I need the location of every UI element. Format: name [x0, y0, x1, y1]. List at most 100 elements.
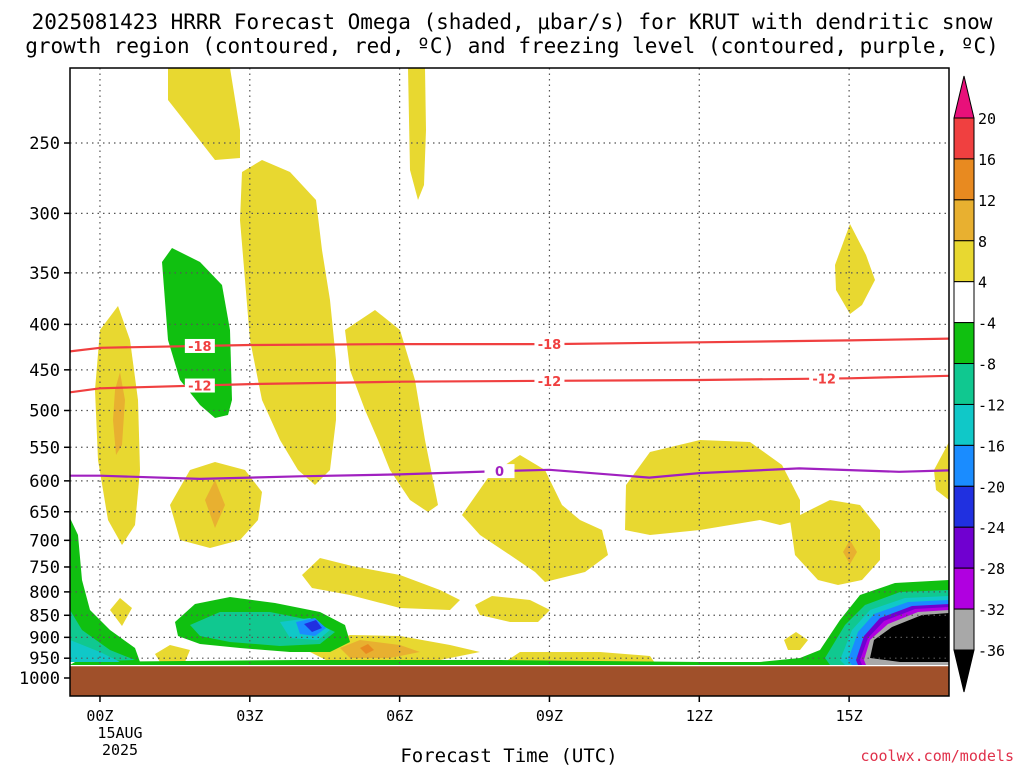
colorbar-segment: [953, 199, 975, 242]
y-tick-label: 850: [29, 606, 60, 626]
colorbar-segment: [953, 117, 975, 160]
y-tick-label: 250: [29, 134, 60, 154]
colorbar-segment: [953, 322, 975, 365]
shade-region: [843, 540, 857, 564]
contour-label-bg: [184, 378, 215, 393]
x-axis-title: Forecast Time (UTC): [400, 745, 618, 767]
colorbar-label: -24: [978, 519, 1005, 537]
x-date-label-year: 2025: [101, 741, 139, 759]
y-axis-ticks: 2503003504004505005506006507007508008509…: [19, 134, 70, 689]
colorbar-segment: [953, 363, 975, 405]
terrain-block: [70, 666, 949, 696]
shade-region: [784, 632, 808, 650]
y-tick-label: 800: [29, 583, 60, 603]
chart-title-line1: 2025081423 HRRR Forecast Omega (shaded, …: [31, 10, 993, 34]
y-tick-label: 550: [29, 438, 60, 458]
plot-frame: [69, 67, 950, 697]
colorbar-label: -8: [978, 356, 996, 374]
colorbar-cap-top: [953, 75, 975, 119]
contour-label: -12: [188, 380, 212, 395]
shade-region: [302, 558, 460, 610]
y-tick-label: 1000: [19, 669, 60, 689]
colorbar-label: 8: [978, 233, 987, 251]
x-tick-label: 12Z: [685, 707, 713, 725]
shade-region: [205, 480, 225, 528]
colorbar-segment: [953, 444, 975, 487]
x-tick-label: 09Z: [535, 707, 563, 725]
colorbar-segment: [953, 158, 975, 201]
shade-region: [625, 440, 800, 535]
shade-region: [240, 160, 336, 485]
x-tick-label: 06Z: [386, 707, 414, 725]
y-tick-label: 950: [29, 649, 60, 669]
y-tick-label: 900: [29, 628, 60, 648]
shade-region: [345, 310, 438, 512]
shade-region: [70, 640, 120, 662]
colorbar-label: 16: [978, 151, 996, 169]
colorbar-label: 4: [978, 274, 987, 292]
terrain-fill: [70, 666, 949, 696]
shade-region: [360, 644, 374, 654]
contour-label: -18: [188, 340, 212, 355]
contour-label: -18: [538, 338, 562, 353]
colorbar: 20 16 12 8 4 -4 -8 -12 -16 -20 -24 -28 -32 -36: [953, 75, 1005, 693]
x-date-label-day: 15AUG: [97, 724, 143, 742]
contour-lines: -18 -18 -12 -12 -12 0: [70, 337, 949, 480]
x-tick-label: 00Z: [86, 707, 114, 725]
y-tick-label: 450: [29, 361, 60, 381]
contour-label-bg: [534, 373, 565, 388]
contour-label: 0: [495, 465, 504, 480]
x-tick-label: 15Z: [835, 707, 863, 725]
colorbar-label: 20: [978, 110, 996, 128]
contour-label: -12: [538, 375, 562, 390]
shade-region: [462, 455, 608, 582]
y-tick-label: 650: [29, 503, 60, 523]
y-tick-label: 400: [29, 315, 60, 335]
y-tick-label: 350: [29, 264, 60, 284]
y-tick-label: 750: [29, 558, 60, 578]
colorbar-segment: [953, 608, 975, 651]
shade-region: [155, 645, 190, 662]
y-tick-label: 500: [29, 402, 60, 422]
contour-label-bg: [184, 338, 215, 353]
omega-shading: [70, 68, 949, 665]
shade-region: [162, 248, 232, 418]
shade-region: [168, 68, 240, 160]
shade-region: [110, 598, 132, 626]
colorbar-label: -20: [978, 478, 1005, 496]
shade-region: [70, 518, 140, 662]
colorbar-label: -4: [978, 315, 996, 333]
colorbar-label: -36: [978, 642, 1005, 660]
contour-label-bg: [484, 464, 515, 479]
credit-link[interactable]: coolwx.com/models: [860, 747, 1014, 765]
colorbar-segment: [953, 281, 975, 324]
shade-region: [340, 640, 420, 658]
colorbar-label: -32: [978, 601, 1005, 619]
shade-region: [304, 620, 322, 632]
shade-region: [475, 596, 550, 622]
colorbar-label: 12: [978, 192, 996, 210]
colorbar-segment: [953, 485, 975, 528]
y-tick-label: 300: [29, 204, 60, 224]
colorbar-cap-bottom: [953, 649, 975, 693]
contour-label: -12: [812, 373, 836, 388]
colorbar-label: -16: [978, 437, 1005, 455]
colorbar-segment: [953, 240, 975, 283]
colorbar-segment: [953, 567, 975, 610]
colorbar-segment: [953, 403, 975, 446]
colorbar-segment: [953, 526, 975, 569]
y-tick-label: 700: [29, 531, 60, 551]
contour-label-bg: [534, 337, 565, 352]
x-tick-label: 03Z: [236, 707, 264, 725]
contour-line: [70, 337, 949, 353]
shade-region: [408, 68, 426, 200]
x-axis-ticks: [99, 696, 850, 702]
shade-region: [835, 224, 875, 314]
colorbar-label: -28: [978, 560, 1005, 578]
contour-label-bg: [809, 371, 840, 386]
chart-title-line2: growth region (contoured, red, ºC) and f…: [25, 34, 999, 58]
colorbar-label: -12: [978, 396, 1005, 414]
shade-region: [113, 372, 125, 455]
shade-region: [870, 613, 949, 662]
